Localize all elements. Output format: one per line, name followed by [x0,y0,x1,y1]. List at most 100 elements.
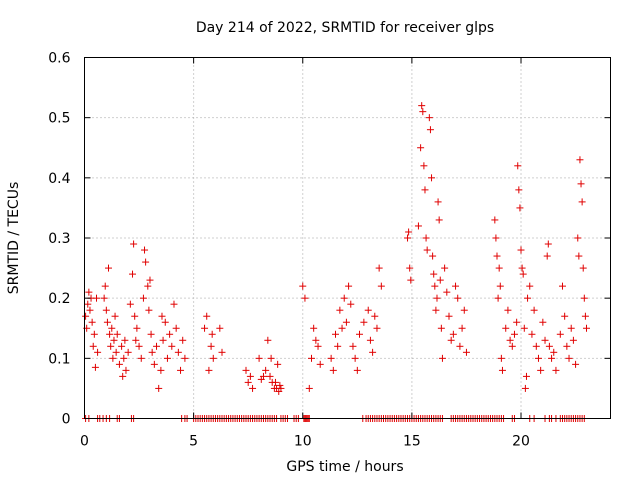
data-point [174,348,182,356]
data-point [155,384,163,392]
data-point [526,282,534,290]
data-point [105,264,113,272]
data-point [262,366,270,374]
data-point [209,354,217,362]
data-point [431,282,439,290]
data-point [166,330,174,338]
data-point [520,324,528,332]
data-point [558,282,566,290]
data-point [271,378,279,386]
data-point [521,384,529,392]
data-point [366,336,374,344]
data-point [438,354,446,362]
data-point [452,282,460,290]
data-point [574,234,582,242]
data-point [255,354,263,362]
data-point [119,372,127,380]
data-point [203,312,211,320]
data-point [582,324,590,332]
data-point [522,372,530,380]
data-point [249,384,257,392]
data-point [132,336,140,344]
data-point [460,306,468,314]
data-point [423,246,431,254]
data-point [347,300,355,308]
axis-ticks: 0 0.1 0.2 0.3 0.4 0.5 0.6 0 5 10 15 20 [48,51,611,450]
data-point [177,366,185,374]
data-point [377,282,385,290]
data-point [545,342,553,350]
data-point [454,294,462,302]
data-point [417,144,425,152]
data-point [246,372,254,380]
data-point [518,264,526,272]
data-point [552,366,560,374]
grid-layer [84,57,611,419]
x-tick-label: 5 [189,434,198,450]
data-point [110,336,118,344]
data-point [85,288,93,296]
data-point [530,306,538,314]
data-point [435,216,443,224]
data-point [146,276,154,284]
data-point [441,264,449,272]
data-point [407,276,415,284]
data-point [506,336,514,344]
data-point [579,264,587,272]
data-point [515,186,523,194]
data-point [449,330,457,338]
data-point [329,366,337,374]
data-point [112,348,120,356]
data-point [205,366,213,374]
data-point [434,198,442,206]
data-point [572,360,580,368]
y-tick-label: 0.6 [48,51,70,67]
data-point [168,342,176,350]
data-point [351,354,359,362]
data-point [581,312,589,320]
data-point [371,312,379,320]
data-point [428,174,436,182]
data-point [364,306,372,314]
plot-frame [84,57,611,419]
data-point [161,318,169,326]
data-point [94,348,102,356]
y-axis-label: SRMTID / TECUs [6,182,22,295]
data-point [345,282,353,290]
data-point [556,330,564,338]
data-point [338,324,346,332]
data-point [422,234,430,242]
chart-title: Day 214 of 2022, SRMTID for receiver glp… [196,20,494,36]
y-tick-label: 0.3 [48,231,70,247]
data-point [541,336,549,344]
data-point [150,360,158,368]
data-point [406,264,414,272]
data-point [504,306,512,314]
x-tick-label: 10 [294,434,312,450]
data-point [141,246,149,254]
x-tick-label: 15 [403,434,421,450]
data-point [360,318,368,326]
data-point [443,288,451,296]
data-point [120,354,128,362]
data-point [565,354,573,362]
data-point [334,342,342,350]
data-point [307,354,315,362]
data-point [502,324,510,332]
data-point [456,342,464,350]
data-point [312,336,320,344]
data-point [84,300,92,308]
data-point [580,294,588,302]
data-point [508,342,516,350]
data-point [144,282,152,290]
data-point [109,354,117,362]
data-point [100,294,108,302]
data-point [207,342,215,350]
data-point [418,102,426,110]
data-point [419,108,427,116]
data-point [153,342,161,350]
data-marks [82,102,590,422]
data-point [375,264,383,272]
x-tick-label: 20 [512,434,530,450]
y-tick-label: 0.2 [48,291,70,307]
